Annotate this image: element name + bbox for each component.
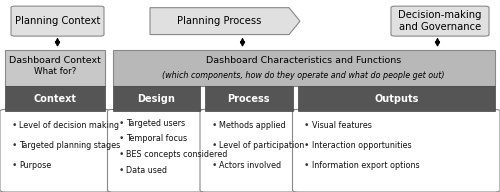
Text: •: • — [119, 119, 124, 128]
Text: Level of participation: Level of participation — [219, 141, 304, 150]
Text: Targeted users: Targeted users — [126, 119, 186, 128]
Polygon shape — [150, 8, 300, 35]
Text: •: • — [212, 161, 217, 170]
Text: Planning Context: Planning Context — [15, 16, 100, 26]
Text: Data used: Data used — [126, 166, 168, 175]
Text: Level of decision making: Level of decision making — [19, 121, 119, 130]
Text: •: • — [12, 161, 17, 170]
Text: Planning Process: Planning Process — [178, 16, 262, 26]
Text: •: • — [119, 150, 124, 159]
Text: BES concepts considered: BES concepts considered — [126, 150, 228, 159]
Text: •: • — [12, 121, 17, 130]
Text: Purpose: Purpose — [19, 161, 52, 170]
Text: Interaction opportunities: Interaction opportunities — [312, 141, 411, 150]
Text: Dashboard Characteristics and Functions: Dashboard Characteristics and Functions — [206, 56, 402, 65]
Text: Visual features: Visual features — [312, 121, 372, 130]
FancyBboxPatch shape — [108, 109, 205, 192]
FancyBboxPatch shape — [391, 6, 489, 36]
FancyBboxPatch shape — [298, 86, 495, 111]
FancyBboxPatch shape — [112, 50, 495, 86]
Text: •: • — [304, 161, 310, 170]
Text: Methods applied: Methods applied — [219, 121, 286, 130]
Text: Information export options: Information export options — [312, 161, 419, 170]
FancyBboxPatch shape — [112, 86, 200, 111]
FancyBboxPatch shape — [5, 50, 105, 86]
Text: (which components, how do they operate and what do people get out): (which components, how do they operate a… — [162, 71, 445, 80]
FancyBboxPatch shape — [200, 109, 298, 192]
FancyBboxPatch shape — [292, 109, 500, 192]
Text: •: • — [12, 141, 17, 150]
Text: •: • — [304, 141, 310, 150]
Text: Dashboard Context: Dashboard Context — [9, 56, 101, 65]
FancyBboxPatch shape — [5, 86, 105, 111]
FancyBboxPatch shape — [205, 86, 292, 111]
Text: Temporal focus: Temporal focus — [126, 134, 188, 143]
Text: Process: Process — [228, 94, 270, 104]
Text: •: • — [212, 121, 217, 130]
Text: Decision-making
and Governance: Decision-making and Governance — [398, 10, 482, 32]
Text: •: • — [119, 134, 124, 143]
FancyBboxPatch shape — [0, 109, 110, 192]
Text: Outputs: Outputs — [374, 94, 418, 104]
Text: Actors involved: Actors involved — [219, 161, 281, 170]
Text: Targeted planning stages: Targeted planning stages — [19, 141, 120, 150]
Text: Design: Design — [138, 94, 175, 104]
FancyBboxPatch shape — [11, 6, 104, 36]
Text: •: • — [304, 121, 310, 130]
Text: Context: Context — [34, 94, 76, 104]
Text: What for?: What for? — [34, 68, 76, 76]
Text: •: • — [119, 166, 124, 175]
Text: •: • — [212, 141, 217, 150]
